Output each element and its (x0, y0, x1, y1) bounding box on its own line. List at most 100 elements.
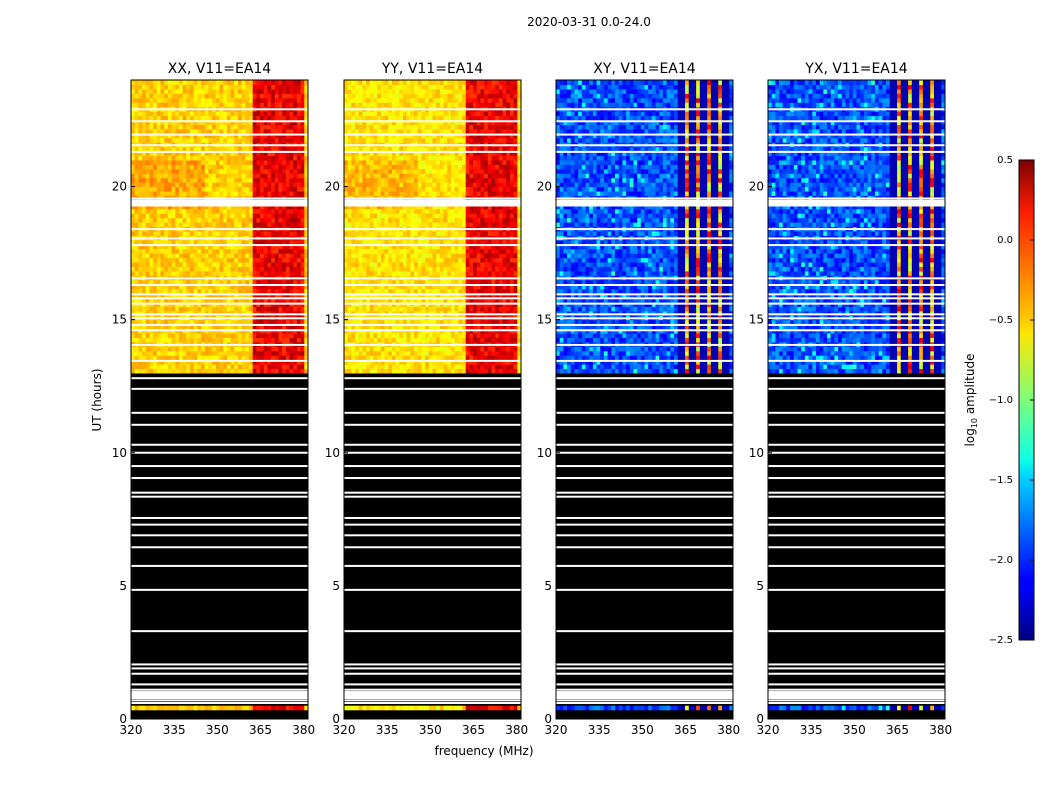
blank-row (131, 297, 308, 300)
blank-row (768, 244, 945, 247)
blank-row (344, 293, 521, 296)
y-tick-label: 5 (119, 579, 127, 593)
blank-row (131, 317, 308, 320)
blank-row (131, 150, 308, 153)
blank-row (768, 663, 945, 666)
blank-row (131, 663, 308, 666)
blank-row (556, 630, 733, 633)
blank-row (131, 377, 308, 380)
blank-row (344, 702, 521, 705)
blank-row (556, 516, 733, 519)
blank-row (131, 451, 308, 454)
blank-row (768, 702, 945, 705)
x-tick-label: 335 (163, 723, 186, 737)
y-tick-label: 20 (112, 180, 127, 194)
y-tick-label: 20 (749, 180, 764, 194)
blank-row (556, 667, 733, 670)
blank-row (344, 546, 521, 549)
y-tick-label: 15 (112, 313, 127, 327)
x-tick-label: 350 (206, 723, 229, 737)
x-tick-label: 350 (631, 723, 654, 737)
blank-row (768, 534, 945, 537)
blank-row (768, 387, 945, 390)
blank-band (556, 199, 733, 207)
blank-row (344, 323, 521, 326)
blank-row (768, 411, 945, 414)
x-axis-label: frequency (MHz) (434, 744, 533, 758)
panel-title: XY, V11=EA14 (593, 61, 695, 77)
blank-row (344, 630, 521, 633)
y-axis-label: UT (hours) (90, 368, 104, 431)
y-tick-label: 0 (332, 712, 340, 726)
x-tick-label: 335 (376, 723, 399, 737)
blank-row (131, 491, 308, 494)
blank-row (556, 302, 733, 305)
blank-row (344, 495, 521, 498)
blank-row (556, 546, 733, 549)
blank-row (344, 491, 521, 494)
blank-row (131, 443, 308, 446)
blank-row (768, 699, 945, 702)
blank-band (344, 199, 521, 207)
blank-row (768, 228, 945, 231)
blank-row (131, 564, 308, 567)
blank-row (768, 630, 945, 633)
x-tick-label: 350 (843, 723, 866, 737)
blank-row (344, 237, 521, 240)
blank-row (556, 672, 733, 675)
x-tick-label: 320 (757, 723, 780, 737)
blank-row (131, 523, 308, 526)
blank-row (768, 359, 945, 362)
blank-row (556, 702, 733, 705)
blank-row (344, 317, 521, 320)
blank-row (768, 329, 945, 332)
x-tick-label: 320 (120, 723, 143, 737)
blank-row (556, 144, 733, 147)
blank-row (131, 667, 308, 670)
blank-row (768, 313, 945, 316)
blank-row (131, 699, 308, 702)
blank-row (131, 228, 308, 231)
blank-row (556, 688, 733, 691)
blank-row (344, 465, 521, 468)
blank-row (344, 672, 521, 675)
blank-row (344, 534, 521, 537)
panel-image (556, 80, 733, 719)
blank-row (768, 516, 945, 519)
blank-row (768, 423, 945, 426)
blank-row (344, 564, 521, 567)
blank-row (768, 343, 945, 346)
blank-row (131, 329, 308, 332)
x-tick-label: 335 (800, 723, 823, 737)
blank-row (556, 683, 733, 686)
x-tick-label: 380 (929, 723, 952, 737)
blank-row (556, 108, 733, 111)
colorbar-tick-label: −0.5 (989, 315, 1013, 326)
blank-row (131, 672, 308, 675)
blank-row (556, 343, 733, 346)
blank-row (768, 293, 945, 296)
blank-row (768, 377, 945, 380)
blank-row (556, 534, 733, 537)
blank-row (768, 302, 945, 305)
y-tick-label: 15 (325, 313, 340, 327)
blank-row (344, 302, 521, 305)
panel-4: YX, V11=EA14 320 335 350 365 380 0 5 10 15 20 (749, 61, 952, 737)
blank-row (131, 293, 308, 296)
x-tick-label: 335 (588, 723, 611, 737)
blank-band (768, 199, 945, 207)
blank-row (131, 683, 308, 686)
panel-2: YY, V11=EA14 320 335 350 365 380 0 5 10 15 20 (325, 61, 528, 737)
blank-row (131, 387, 308, 390)
blank-row (131, 495, 308, 498)
blank-row (556, 297, 733, 300)
blank-row (344, 120, 521, 123)
blank-row (768, 120, 945, 123)
blank-row (131, 197, 308, 200)
x-tick-label: 380 (292, 723, 315, 737)
y-tick-label: 10 (325, 446, 340, 460)
blank-row (131, 237, 308, 240)
blank-row (344, 387, 521, 390)
blank-row (556, 465, 733, 468)
blank-band (556, 691, 733, 700)
